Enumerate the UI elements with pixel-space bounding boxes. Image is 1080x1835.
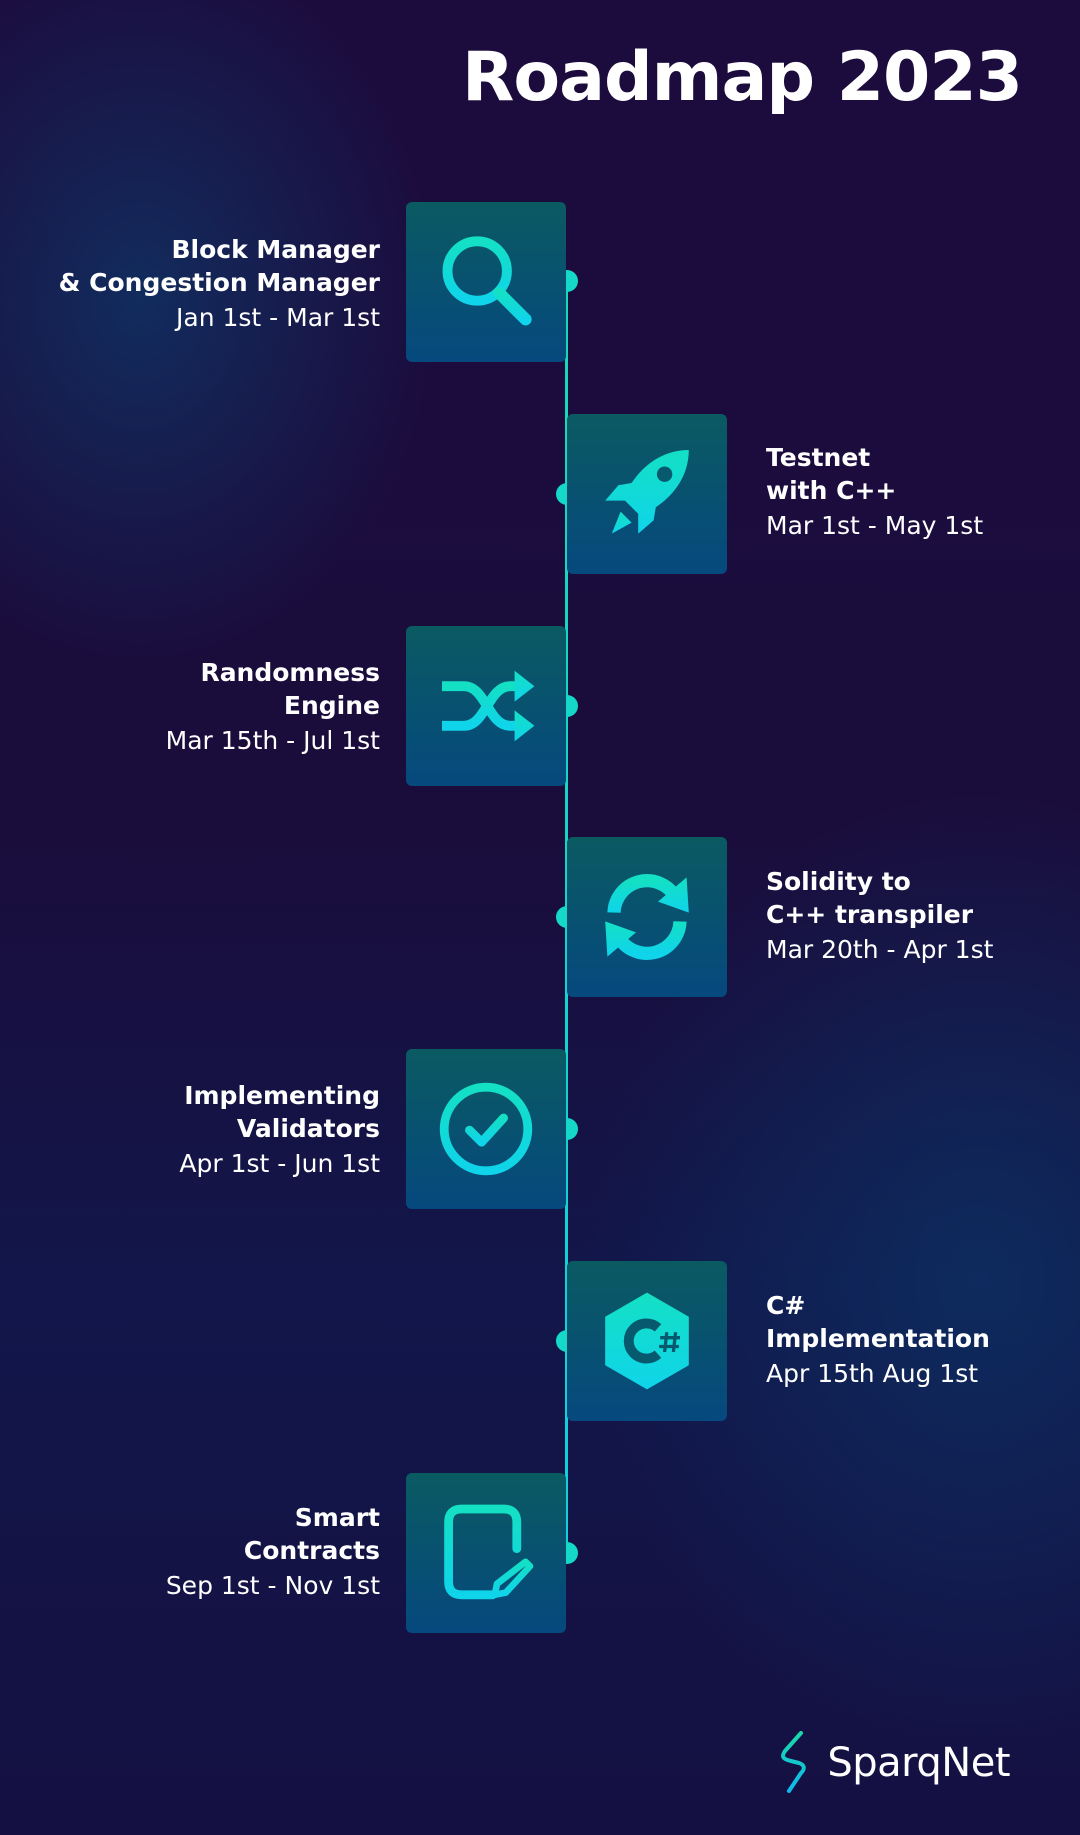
csharp-icon: [605, 1292, 689, 1390]
milestone-name: Smart Contracts: [243, 1503, 380, 1565]
milestone-tile: [567, 837, 727, 997]
check-circle-icon: [439, 1082, 533, 1176]
milestone-name: Testnet with C++: [766, 443, 897, 505]
milestone-label: Implementing Validators Apr 1st - Jun 1s…: [50, 1079, 380, 1180]
milestone-name: Solidity to C++ transpiler: [766, 867, 974, 929]
brand-name: SparqNet: [827, 1740, 1010, 1786]
milestone-name: Block Manager & Congestion Manager: [58, 235, 380, 297]
milestone-label: Solidity to C++ transpiler Mar 20th - Ap…: [766, 865, 1066, 966]
milestone-label: Block Manager & Congestion Manager Jan 1…: [50, 233, 380, 334]
milestone-tile: [406, 626, 566, 786]
milestone-label: Testnet with C++ Mar 1st - May 1st: [766, 441, 1066, 542]
milestone-dates: Apr 15th Aug 1st: [766, 1359, 979, 1388]
milestone-tile: [406, 1049, 566, 1209]
milestone-name: C# Implementation: [766, 1291, 990, 1353]
document-edit-icon: [444, 1504, 534, 1600]
milestone-dates: Mar 15th - Jul 1st: [165, 726, 380, 755]
milestone-label: Randomness Engine Mar 15th - Jul 1st: [50, 656, 380, 757]
milestone-tile: [567, 1261, 727, 1421]
page-title: Roadmap 2023: [462, 38, 1023, 117]
rocket-icon: [605, 450, 689, 534]
milestone-name: Randomness Engine: [200, 658, 380, 720]
milestone-name: Implementing Validators: [184, 1081, 380, 1143]
milestone-dates: Mar 1st - May 1st: [766, 511, 984, 540]
milestone-label: Smart Contracts Sep 1st - Nov 1st: [50, 1501, 380, 1602]
magnifier-icon: [442, 236, 532, 326]
milestone-tile: [567, 414, 727, 574]
brand-logo: SparqNet: [775, 1731, 1010, 1795]
shuffle-icon: [442, 670, 535, 742]
milestone-dates: Apr 1st - Jun 1st: [179, 1149, 380, 1178]
sync-icon: [605, 874, 689, 960]
milestone-tile: [406, 1473, 566, 1633]
milestone-dates: Jan 1st - Mar 1st: [176, 303, 380, 332]
milestone-dates: Mar 20th - Apr 1st: [766, 935, 994, 964]
lightning-bolt-icon: [781, 1731, 807, 1793]
milestone-tile: [406, 202, 566, 362]
milestone-dates: Sep 1st - Nov 1st: [165, 1571, 380, 1600]
milestone-label: C# Implementation Apr 15th Aug 1st: [766, 1289, 1066, 1390]
